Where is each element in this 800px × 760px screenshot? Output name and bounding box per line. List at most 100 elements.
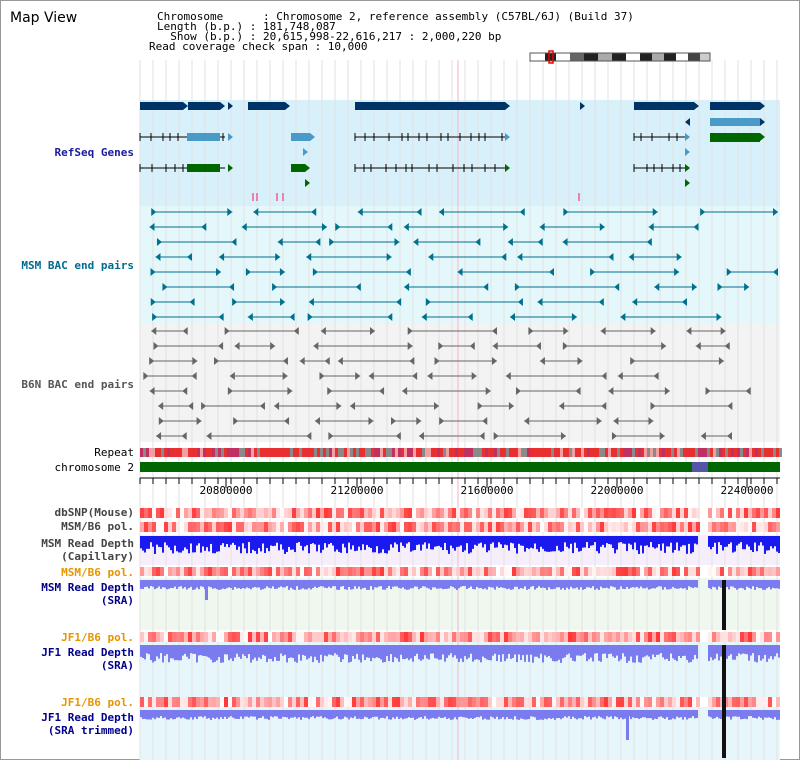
msm-b6-pol-2-heat [652,567,656,576]
msm-depth-cap-bar [360,536,362,551]
msm-bac-pair-end [335,223,341,231]
msm-bac-pair-end [355,283,361,291]
msm-depth-sra-bar [622,580,624,589]
jf1-b6-pol-2-heat [456,697,460,707]
jf1-b6-pol-heat [408,632,412,642]
dbsnp-heat [720,508,724,518]
msm-depth-sra-bar [692,580,694,589]
jf1-depth-trim-bar [562,710,564,718]
gene-arrow [760,102,765,110]
jf1-depth-sra-bar [440,645,442,660]
msm-depth-cap-bar [604,536,606,548]
repeat-block [641,448,644,457]
msm-depth-cap-bar [274,536,276,546]
msm-b6-pol-2-heat [528,567,532,576]
msm-depth-cap-bar [670,536,672,543]
jf1-depth-sra-bar [512,645,514,659]
b6n-bac-pair-end [350,402,356,410]
msm-depth-sra-bar [606,580,608,588]
jf1-b6-pol-heat [504,632,508,642]
msm-depth-cap-bar [302,536,304,551]
msm-depth-sra-bar [190,580,192,587]
jf1-b6-pol-heat [340,632,344,642]
msm-depth-cap-bar [636,536,638,551]
b6n-bac-pair-end [505,372,511,380]
msm-depth-sra-bar [626,580,628,588]
jf1-b6-pol-2-heat [680,697,684,707]
repeat-block [302,448,305,457]
dbsnp-heat [716,508,720,518]
jf1-depth-sra-bar [604,645,606,654]
msm-depth-cap-bar [430,536,432,550]
msm-b6-pol-2-heat [156,567,160,576]
dbsnp-heat [392,508,396,518]
repeat-block [554,448,557,457]
msm-bac-pair-end [517,253,523,261]
msm-depth-sra-bar [208,580,210,587]
jf1-depth-sra-bar [474,645,476,660]
dbsnp-heat [748,508,752,518]
depth-spike [626,710,629,740]
jf1-b6-pol-2-heat [468,697,472,707]
jf1-b6-pol-heat [548,632,552,642]
msm-depth-sra-bar [466,580,468,589]
jf1-depth-sra-bar [160,645,162,654]
jf1-depth-sra-bar [744,645,746,654]
msm-depth-cap-bar [424,536,426,543]
msm-depth-cap-bar [194,536,196,553]
msm-depth-sra-bar [192,580,194,590]
msm-b6-pol-2-heat [512,567,516,576]
jf1-depth-sra-bar [584,645,586,654]
jf1-b6-pol-2-heat [596,697,600,707]
msm-depth-cap-bar [520,536,522,546]
jf1-b6-pol-2-heat [220,697,224,707]
msm-depth-sra-bar [454,580,456,589]
refseq-track-bg [140,100,780,206]
msm-b6-pol-heat [468,522,472,532]
repeat-block [365,448,368,457]
jf1-b6-pol-2-heat [240,697,244,707]
repeat-block [146,448,149,457]
b6n-bac-pair-end [192,357,198,365]
jf1-depth-trim-bar [378,710,380,720]
msm-depth-sra-bar [712,580,714,587]
msm-depth-sra-bar [424,580,426,587]
jf1-depth-sra-bar [270,645,272,659]
msm-b6-pol-2-heat [688,567,692,576]
repeat-block [341,448,344,457]
jf1-depth-trim-bar [480,710,482,717]
repeat-block [593,448,596,457]
jf1-b6-pol-heat [208,632,212,642]
track-label-refseq: RefSeq Genes [54,146,134,159]
repeat-block [653,448,656,457]
msm-depth-sra-bar [322,580,324,587]
jf1-depth-sra-bar [340,645,342,662]
jf1-depth-trim-bar [536,710,538,720]
b6n-bac-pair-end [700,432,706,440]
jf1-depth-sra-bar [514,645,516,655]
b6n-bac-pair-end [181,432,187,440]
msm-depth-cap-bar [746,536,748,545]
pseudo-gene-marker [252,193,254,201]
repeat-block [188,448,191,457]
msm-depth-sra-bar [736,580,738,590]
jf1-b6-pol-heat [560,632,564,642]
jf1-depth-trim-bar [232,710,234,718]
jf1-depth-sra-bar [582,645,584,655]
msm-depth-sra-bar [726,580,728,587]
repeat-block [464,448,467,457]
msm-depth-cap-bar [690,536,692,554]
jf1-depth-sra-bar [302,645,304,655]
gene-arrow [228,102,233,110]
msm-depth-sra-bar [520,580,522,589]
msm-depth-cap-bar [312,536,314,544]
repeat-block [230,448,233,457]
jf1-depth-trim-bar [272,710,274,718]
msm-depth-sra-bar [514,580,516,587]
msm-depth-sra-bar [632,580,634,588]
jf1-depth-sra-bar [532,645,534,663]
msm-depth-sra-bar [194,580,196,590]
repeat-block [548,448,551,457]
jf1-depth-sra-bar [616,645,618,656]
